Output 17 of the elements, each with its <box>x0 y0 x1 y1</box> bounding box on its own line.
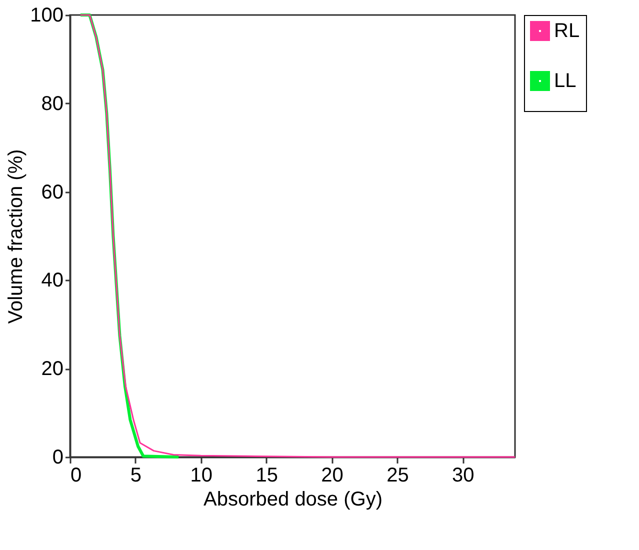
y-tick-label: 20 <box>41 358 64 380</box>
x-tick-label: 15 <box>256 464 278 486</box>
x-tick-label: 30 <box>452 464 474 486</box>
y-tick-label: 0 <box>52 446 64 468</box>
x-axis-title: Absorbed dose (Gy) <box>204 488 382 510</box>
x-tick-label: 20 <box>321 464 344 486</box>
x-tick-label: 0 <box>70 464 82 486</box>
y-tick-label: 60 <box>41 181 64 204</box>
x-tick-label: 25 <box>386 464 409 486</box>
y-tick-label: 40 <box>41 270 64 292</box>
y-tick-label: 80 <box>41 92 64 115</box>
legend-label: LL <box>554 70 576 92</box>
legend-label: RL <box>554 20 580 42</box>
x-tick-label: 10 <box>190 464 213 486</box>
y-tick-label: 100 <box>30 4 64 26</box>
x-tick-label: 5 <box>130 464 142 486</box>
y-axis-title: Volume fraction (%) <box>5 149 28 324</box>
